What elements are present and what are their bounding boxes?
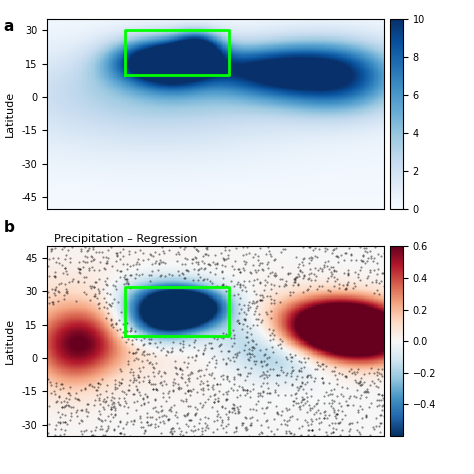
Text: Latitude: Latitude <box>4 91 15 137</box>
Text: Latitude: Latitude <box>4 318 15 365</box>
Text: a: a <box>4 19 14 34</box>
Text: Precipitation – Regression: Precipitation – Regression <box>54 234 198 244</box>
Text: b: b <box>4 220 15 235</box>
